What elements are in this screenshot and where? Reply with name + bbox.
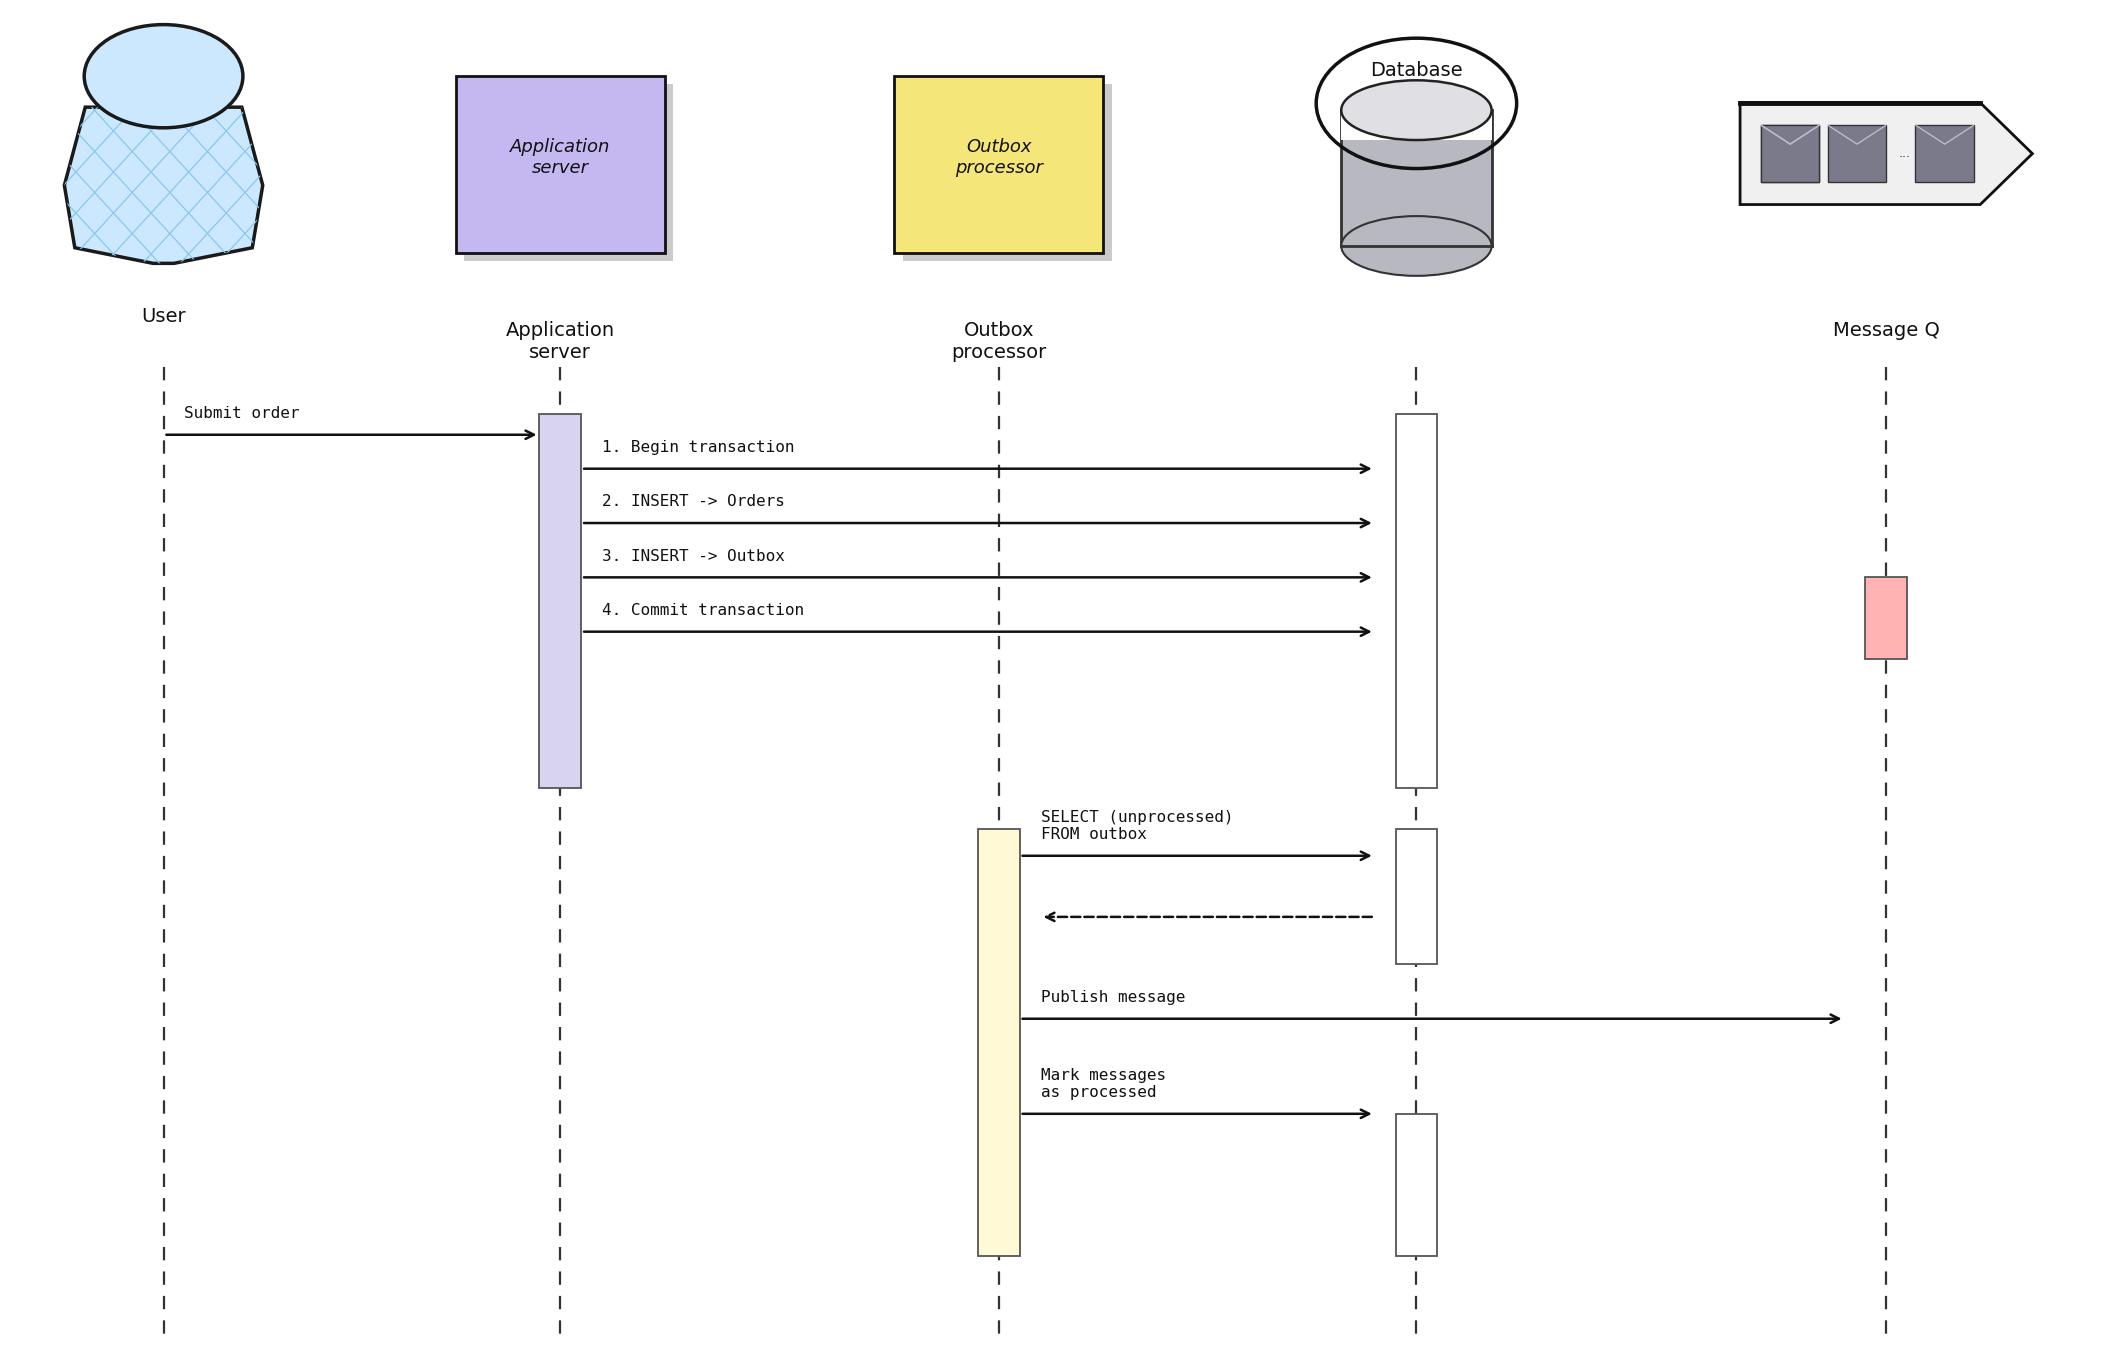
Text: 4. Commit transaction: 4. Commit transaction bbox=[601, 604, 805, 619]
Ellipse shape bbox=[1341, 217, 1492, 276]
Text: Outbox
processor: Outbox processor bbox=[954, 139, 1043, 177]
Bar bbox=[1396, 1114, 1438, 1257]
Bar bbox=[1396, 414, 1438, 788]
Bar bbox=[893, 77, 1104, 252]
Bar bbox=[1915, 125, 1974, 182]
Bar bbox=[1341, 81, 1492, 140]
Ellipse shape bbox=[1341, 81, 1492, 140]
Text: Outbox
processor: Outbox processor bbox=[952, 321, 1047, 362]
Text: Database: Database bbox=[1371, 62, 1463, 81]
Bar bbox=[456, 77, 664, 252]
Bar bbox=[1761, 125, 1820, 182]
Bar bbox=[1341, 110, 1492, 246]
Text: User: User bbox=[141, 307, 185, 327]
Text: Application
server: Application server bbox=[511, 139, 610, 177]
Circle shape bbox=[84, 25, 244, 128]
Text: SELECT (unprocessed)
FROM outbox: SELECT (unprocessed) FROM outbox bbox=[1040, 809, 1234, 842]
Bar bbox=[977, 829, 1019, 1257]
Bar bbox=[1761, 125, 1820, 182]
Bar bbox=[1864, 578, 1907, 659]
Text: 3. INSERT -> Outbox: 3. INSERT -> Outbox bbox=[601, 549, 784, 564]
Bar bbox=[1396, 829, 1438, 965]
Text: 2. INSERT -> Orders: 2. INSERT -> Orders bbox=[601, 494, 784, 509]
Text: Application
server: Application server bbox=[507, 321, 616, 362]
Bar bbox=[1829, 125, 1885, 182]
Text: Message Q: Message Q bbox=[1833, 321, 1940, 340]
Polygon shape bbox=[65, 107, 263, 263]
Bar bbox=[465, 84, 673, 261]
Bar bbox=[902, 84, 1112, 261]
Text: Mark messages
as processed: Mark messages as processed bbox=[1040, 1067, 1167, 1100]
Bar bbox=[540, 414, 580, 788]
Text: ...: ... bbox=[1898, 147, 1911, 161]
Text: 1. Begin transaction: 1. Begin transaction bbox=[601, 440, 795, 456]
Polygon shape bbox=[1740, 103, 2033, 204]
Text: Submit order: Submit order bbox=[185, 406, 301, 421]
Text: Publish message: Publish message bbox=[1040, 991, 1186, 1006]
